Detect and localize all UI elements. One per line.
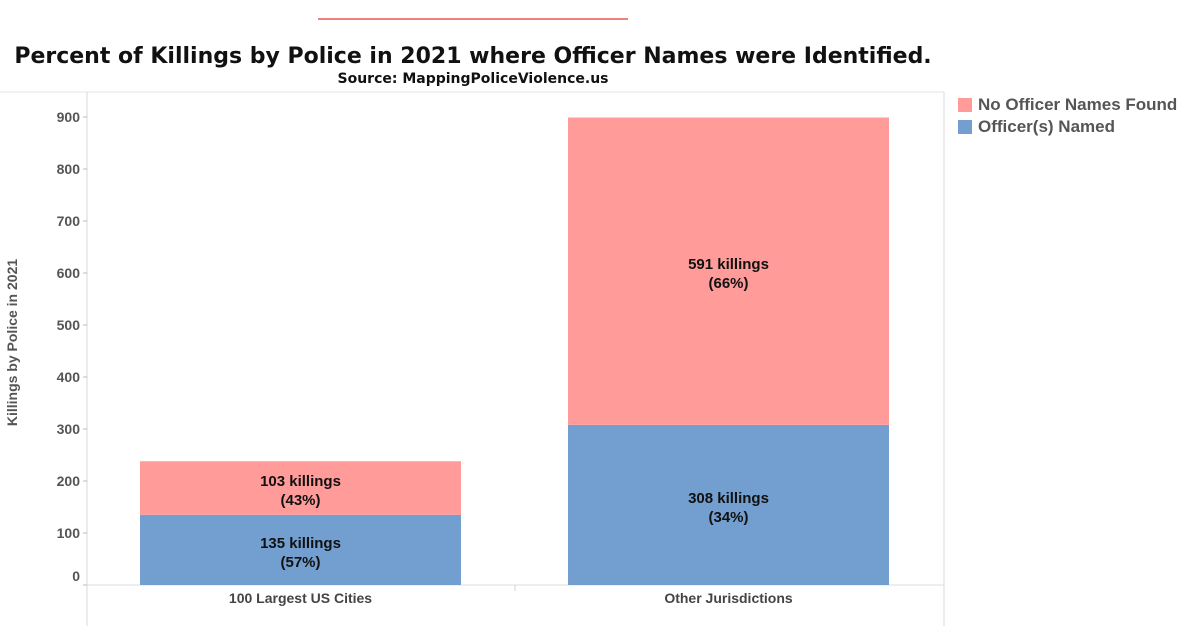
data-label-count: 591 killings (688, 256, 769, 273)
legend-label-named: Officer(s) Named (978, 117, 1115, 136)
bar-segment-named (140, 514, 461, 585)
legend-item-named[interactable]: Officer(s) Named (958, 116, 1177, 138)
data-label-count: 135 killings (260, 535, 341, 552)
x-category-label: 100 Largest US Cities (229, 590, 372, 606)
chart-title: Percent of Killings by Police in 2021 wh… (14, 44, 932, 69)
data-label-percent: (66%) (708, 275, 748, 292)
stacked-bar-chart: 0 100 200 300 400 500 600 700 800 900 Killings by … (0, 91, 945, 626)
y-tick-label: 700 (57, 213, 81, 229)
data-label-count: 308 killings (688, 490, 769, 507)
chart-subtitle: Source: MappingPoliceViolence.us (337, 71, 609, 87)
bar-segment-named (568, 424, 889, 585)
bar-segment-no-names (568, 117, 889, 425)
legend-item-no-names[interactable]: No Officer Names Found (958, 94, 1177, 116)
y-tick-label: 800 (57, 161, 81, 177)
y-axis-label: Killings by Police in 2021 (4, 259, 20, 426)
data-label-percent: (57%) (280, 554, 320, 571)
y-tick-label: 200 (57, 473, 81, 489)
y-tick-label: 400 (57, 369, 81, 385)
data-label-percent: (43%) (280, 492, 320, 509)
y-tick-label: 900 (57, 109, 81, 125)
bar-segment-no-names (140, 461, 461, 515)
data-label-percent: (34%) (708, 509, 748, 526)
y-tick-label: 0 (72, 568, 80, 584)
y-tick-label: 500 (57, 317, 81, 333)
y-tick-label: 600 (57, 265, 81, 281)
legend-label-no-names: No Officer Names Found (978, 95, 1178, 114)
legend-swatch-named (958, 120, 972, 134)
legend: No Officer Names Found Officer(s) Named (958, 94, 1177, 138)
x-category-label: Other Jurisdictions (664, 590, 793, 606)
data-label-count: 103 killings (260, 473, 341, 490)
y-tick-label: 300 (57, 421, 81, 437)
accent-line (318, 18, 628, 20)
legend-swatch-no-names (958, 98, 972, 112)
y-tick-label: 100 (57, 525, 81, 541)
